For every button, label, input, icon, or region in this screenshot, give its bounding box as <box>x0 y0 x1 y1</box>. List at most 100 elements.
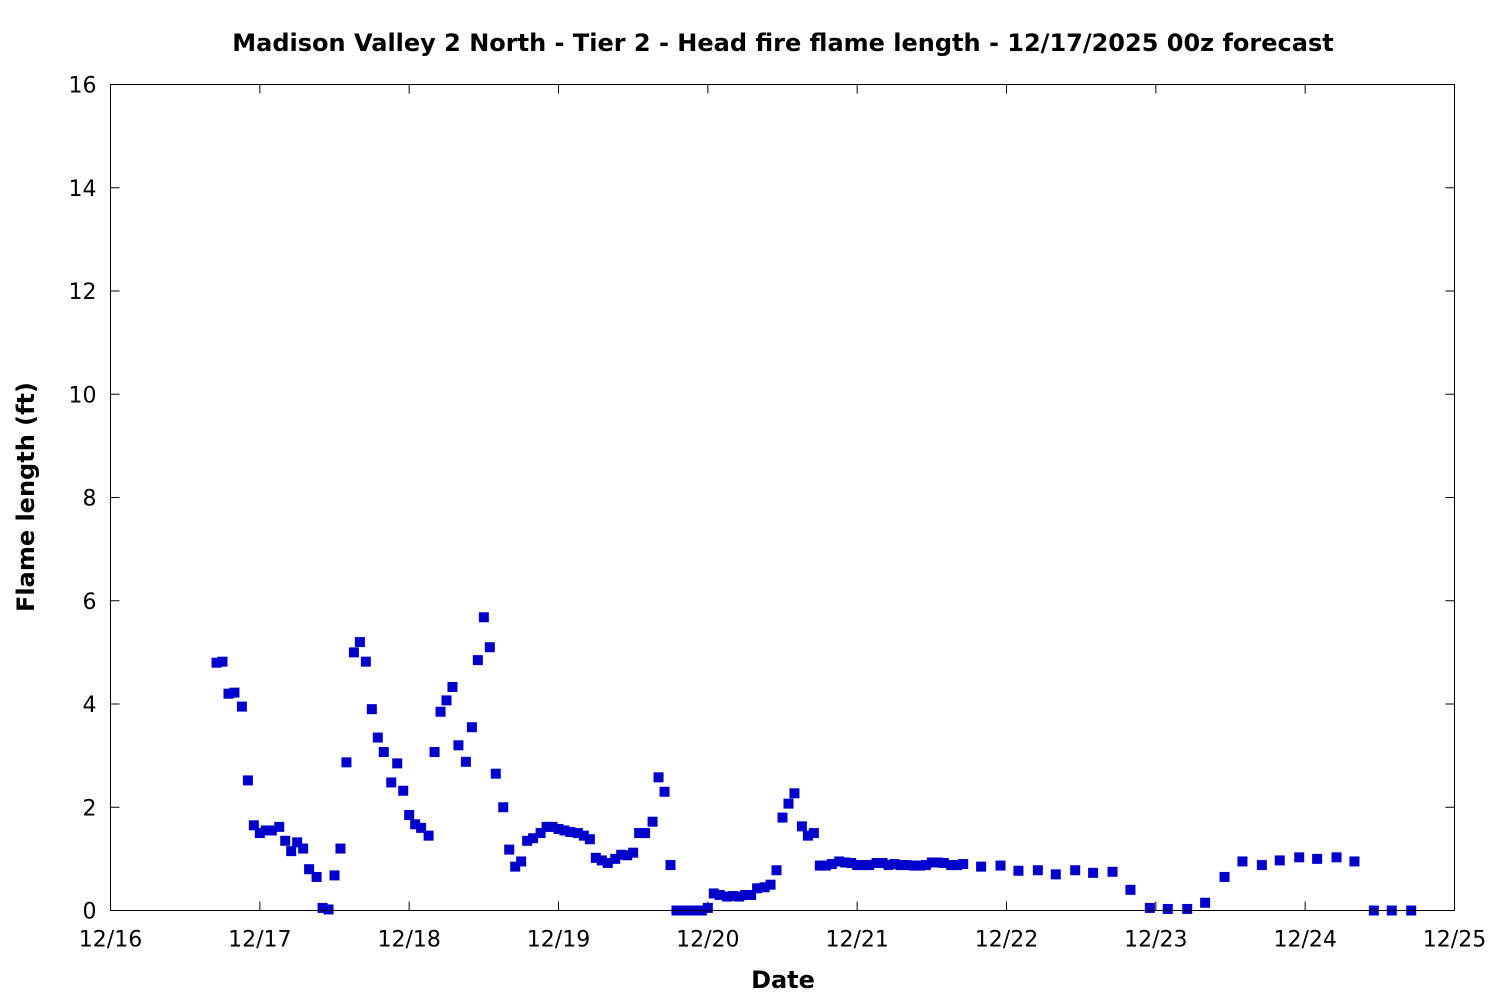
y-tick-label: 0 <box>83 900 97 925</box>
data-point <box>759 882 770 893</box>
y-tick-labels: 0 2 4 6 8 10 12 14 16 <box>69 74 97 925</box>
data-point <box>490 768 501 779</box>
data-point <box>223 688 234 699</box>
data-point <box>871 858 882 869</box>
data-point <box>952 860 963 871</box>
x-axis-label: Date <box>751 966 815 994</box>
data-point <box>516 856 527 867</box>
data-point <box>341 757 352 768</box>
data-point <box>1274 855 1285 866</box>
data-point <box>783 798 794 809</box>
data-point <box>447 681 458 692</box>
data-point <box>398 785 409 796</box>
data-point <box>423 830 434 841</box>
data-point <box>920 860 931 871</box>
data-point <box>820 860 831 871</box>
data-point <box>932 857 943 868</box>
data-point <box>814 860 825 871</box>
x-tick-label: 12/18 <box>377 928 440 953</box>
data-point <box>360 656 371 667</box>
data-point <box>659 786 670 797</box>
data-point <box>1219 871 1230 882</box>
data-points <box>211 612 1417 916</box>
data-point <box>722 891 733 902</box>
data-point <box>348 647 359 658</box>
data-point <box>802 830 813 841</box>
data-point <box>1070 865 1081 876</box>
data-point <box>602 858 613 869</box>
data-point <box>266 825 277 836</box>
data-point <box>826 859 837 870</box>
data-point <box>777 812 788 823</box>
data-point <box>771 865 782 876</box>
data-point <box>304 864 315 875</box>
data-point <box>453 740 464 751</box>
data-point <box>1200 897 1211 908</box>
data-point <box>765 879 776 890</box>
data-point <box>1144 902 1155 913</box>
data-point <box>354 637 365 648</box>
x-tick-label: 12/24 <box>1273 928 1336 953</box>
x-tick-label: 12/22 <box>975 928 1038 953</box>
data-point <box>622 850 633 861</box>
data-point <box>834 856 845 867</box>
data-point <box>429 747 440 758</box>
x-tick-label: 12/20 <box>676 928 739 953</box>
data-point <box>1050 869 1061 880</box>
data-point <box>634 828 645 839</box>
data-point <box>858 860 869 871</box>
data-point <box>840 857 851 868</box>
data-point <box>702 902 713 913</box>
data-point <box>392 758 403 769</box>
data-point <box>734 891 745 902</box>
data-point <box>323 904 334 915</box>
data-point <box>565 827 576 838</box>
data-point <box>435 706 446 717</box>
y-tick-label: 2 <box>83 796 97 821</box>
data-point <box>1125 884 1136 895</box>
data-point <box>1237 856 1248 867</box>
data-point <box>647 816 658 827</box>
data-point <box>1349 856 1360 867</box>
data-point <box>498 802 509 813</box>
data-point <box>578 830 589 841</box>
data-point <box>946 860 957 871</box>
data-point <box>714 890 725 901</box>
data-point <box>541 821 552 832</box>
y-tick-label: 10 <box>69 383 97 408</box>
chart-title: Madison Valley 2 North - Tier 2 - Head f… <box>232 29 1333 57</box>
data-point <box>752 883 763 894</box>
data-point <box>280 835 291 846</box>
x-tick-label: 12/19 <box>527 928 590 953</box>
data-point <box>274 821 285 832</box>
data-point <box>728 891 739 902</box>
data-point <box>211 657 222 668</box>
data-point <box>596 855 607 866</box>
data-point <box>466 722 477 733</box>
data-point <box>584 834 595 845</box>
data-point <box>366 704 377 715</box>
data-point <box>553 823 564 834</box>
data-point <box>510 861 521 872</box>
x-tick-label: 12/23 <box>1124 928 1187 953</box>
y-tick-label: 16 <box>69 74 97 99</box>
data-point <box>378 747 389 758</box>
data-point <box>926 857 937 868</box>
data-point <box>746 890 757 901</box>
data-point <box>317 902 328 913</box>
x-tick-labels: 12/16 12/17 12/18 12/19 12/20 12/21 12/22 12/23… <box>79 928 1486 953</box>
data-point <box>640 828 651 839</box>
data-point <box>329 870 340 881</box>
data-point <box>410 819 421 830</box>
data-point <box>292 837 303 848</box>
data-point <box>628 847 639 858</box>
data-point <box>286 846 297 857</box>
data-point <box>372 732 383 743</box>
x-tick-label: 12/16 <box>79 928 142 953</box>
x-tick-label: 12/21 <box>825 928 888 953</box>
y-tick-label: 14 <box>69 177 97 202</box>
data-point <box>254 828 265 839</box>
data-point <box>572 828 583 839</box>
y-tick-label: 4 <box>83 693 97 718</box>
